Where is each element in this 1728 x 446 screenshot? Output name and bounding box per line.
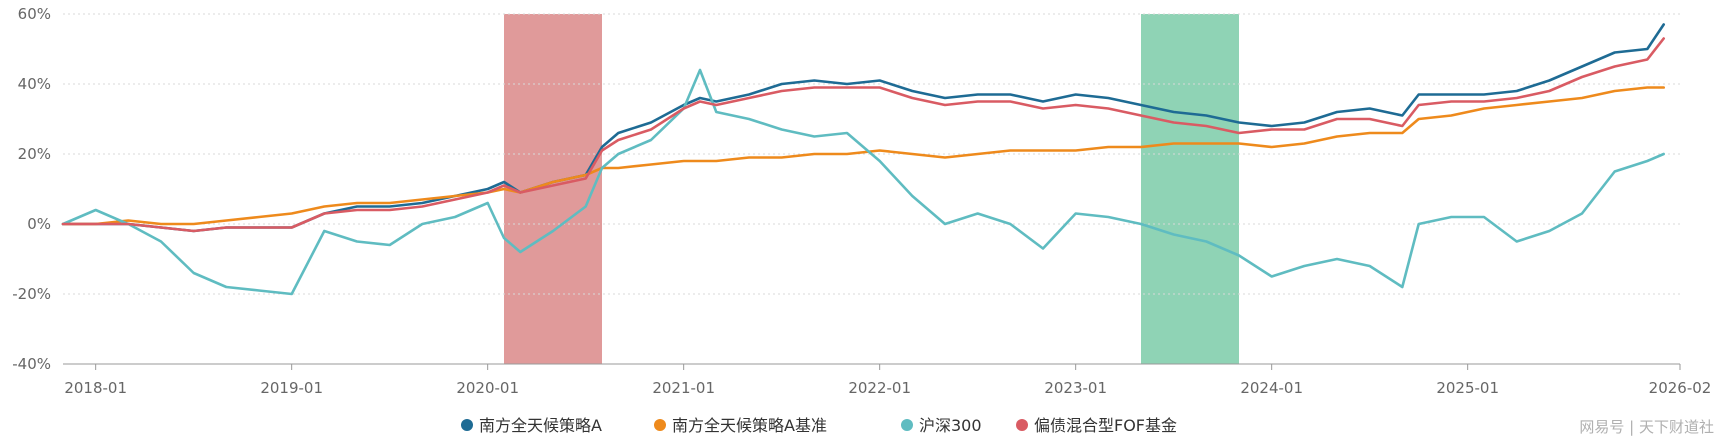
legend-item-4[interactable]: 偏债混合型FOF基金 [1016, 416, 1177, 435]
y-tick-label: 40% [18, 75, 51, 93]
legend-marker [1016, 419, 1028, 431]
series-line-1 [61, 23, 1665, 233]
y-axis: -40% -20% 0% 20% 40% 60% [12, 5, 51, 373]
legend-marker [901, 419, 913, 431]
shaded-region-1 [504, 14, 602, 364]
legend[interactable]: 南方全天候策略A 南方全天候策略A基准 沪深300 偏债混合型FOF基金 [461, 416, 1177, 435]
y-tick-label: -40% [12, 355, 51, 373]
x-tick-label: 2021-01 [652, 379, 715, 397]
x-tick-label: 2026-02 [1649, 379, 1712, 397]
series-line-3 [61, 68, 1665, 296]
series-lines [61, 23, 1665, 296]
legend-label: 偏债混合型FOF基金 [1034, 416, 1177, 435]
series-line-2 [61, 86, 1665, 226]
x-tick-label: 2022-01 [848, 379, 911, 397]
shaded-regions [504, 14, 1239, 364]
x-tick-label: 2019-01 [260, 379, 323, 397]
watermark-text: 网易号 | 天下财道社 [1579, 418, 1714, 436]
legend-label: 南方全天候策略A [479, 416, 602, 435]
y-tick-label: 20% [18, 145, 51, 163]
x-tick-label: 2020-01 [456, 379, 519, 397]
legend-label: 南方全天候策略A基准 [672, 416, 827, 435]
y-tick-label: 60% [18, 5, 51, 23]
x-tick-label: 2018-01 [64, 379, 127, 397]
legend-label: 沪深300 [919, 416, 982, 435]
legend-item-1[interactable]: 南方全天候策略A [461, 416, 602, 435]
shaded-region-2 [1141, 14, 1239, 364]
legend-marker [461, 419, 473, 431]
x-axis: 2018-01 2019-01 2020-01 2021-01 2022-01 2023-… [63, 363, 1712, 397]
x-tick-label: 2023-01 [1044, 379, 1107, 397]
x-tick-label: 2025-01 [1436, 379, 1499, 397]
legend-marker [654, 419, 666, 431]
legend-item-3[interactable]: 沪深300 [901, 416, 982, 435]
y-tick-label: -20% [12, 285, 51, 303]
series-line-4 [61, 37, 1665, 233]
y-tick-label: 0% [27, 215, 51, 233]
x-tick-label: 2024-01 [1240, 379, 1303, 397]
legend-item-2[interactable]: 南方全天候策略A基准 [654, 416, 827, 435]
